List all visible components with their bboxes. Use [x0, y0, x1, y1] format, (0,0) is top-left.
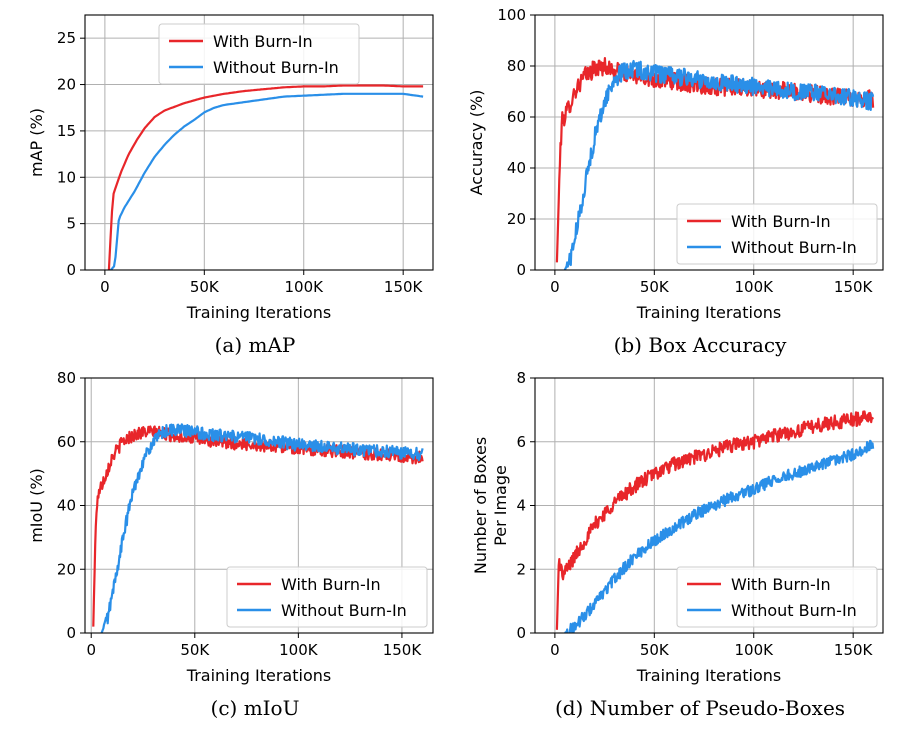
series-line-without-burn-in — [110, 92, 424, 270]
legend: With Burn-In Without Burn-In — [226, 566, 428, 628]
y-tick-label: 40 — [507, 159, 526, 177]
y-tick-label: 0 — [516, 261, 526, 279]
x-tick-label: 50K — [180, 641, 210, 659]
legend-label: With Burn-In — [731, 575, 831, 594]
y-axis-label: Number of BoxesPer Image — [471, 437, 510, 574]
x-tick-label: 0 — [550, 641, 560, 659]
x-tick-label: 150K — [834, 641, 874, 659]
legend: With Burn-In Without Burn-In — [158, 23, 360, 85]
plot-frame — [84, 377, 434, 634]
y-tick-label: 60 — [57, 433, 76, 451]
x-tick-label: 100K — [735, 278, 775, 296]
plot-frame — [534, 377, 884, 634]
x-tick-label: 150K — [384, 278, 424, 296]
y-tick-label: 6 — [516, 433, 526, 451]
x-tick-label: 100K — [735, 641, 775, 659]
y-tick-label: 25 — [57, 29, 76, 47]
y-tick-label: 20 — [57, 76, 76, 94]
chart-caption: (a) mAP — [215, 333, 296, 357]
y-axis-label: mAP (%) — [27, 108, 46, 177]
legend-label: With Burn-In — [213, 32, 313, 51]
x-tick-label: 0 — [100, 278, 110, 296]
plot-frame — [534, 14, 884, 271]
y-tick-label: 4 — [516, 497, 526, 515]
series-line-without-burn-in — [100, 423, 424, 633]
y-tick-label: 80 — [57, 369, 76, 387]
x-tick-label: 100K — [285, 278, 325, 296]
y-tick-label: 8 — [516, 369, 526, 387]
x-tick-label: 0 — [550, 278, 560, 296]
y-axis-label: Accuracy (%) — [467, 90, 486, 196]
x-axis-label: Training Iterations — [186, 666, 331, 685]
x-axis-label: Training Iterations — [186, 303, 331, 322]
y-tick-label: 0 — [66, 624, 76, 642]
chart-caption: (c) mIoU — [211, 696, 300, 720]
x-tick-label: 0 — [86, 641, 96, 659]
y-tick-label: 0 — [66, 261, 76, 279]
y-tick-label: 10 — [57, 168, 76, 186]
x-axis-label: Training Iterations — [636, 303, 781, 322]
series-line-without-burn-in — [563, 59, 875, 270]
legend: With Burn-In Without Burn-In — [676, 566, 878, 628]
legend-box — [676, 203, 878, 265]
legend: With Burn-In Without Burn-In — [676, 203, 878, 265]
legend-box — [676, 566, 878, 628]
y-tick-label: 20 — [507, 210, 526, 228]
y-tick-label: 20 — [57, 560, 76, 578]
chart-panel-d: 0 50K 100K 150K 0 2 4 6 8 With Burn-In Without Bur… — [471, 369, 884, 720]
legend-label: Without Burn-In — [281, 601, 407, 620]
y-tick-label: 15 — [57, 122, 76, 140]
chart-caption: (d) Number of Pseudo-Boxes — [555, 696, 845, 720]
x-tick-label: 150K — [383, 641, 423, 659]
y-axis-label: mIoU (%) — [27, 468, 46, 543]
legend-box — [158, 23, 360, 85]
y-tick-label: 0 — [516, 624, 526, 642]
plot-frame — [84, 14, 434, 271]
legend-label: Without Burn-In — [731, 238, 857, 257]
x-tick-label: 50K — [190, 278, 220, 296]
chart-panel-c: 0 50K 100K 150K 0 20 40 60 80 With Burn-In Without… — [27, 369, 434, 720]
chart-caption: (b) Box Accuracy — [614, 333, 788, 357]
y-tick-label: 2 — [516, 560, 526, 578]
legend-label: With Burn-In — [281, 575, 381, 594]
y-tick-label: 5 — [66, 215, 76, 233]
x-tick-label: 150K — [834, 278, 874, 296]
x-tick-label: 50K — [640, 641, 670, 659]
series-line-without-burn-in — [564, 439, 875, 633]
y-tick-label: 80 — [507, 57, 526, 75]
y-tick-label: 40 — [57, 497, 76, 515]
legend-label: Without Burn-In — [213, 58, 339, 77]
legend-label: Without Burn-In — [731, 601, 857, 620]
chart-panel-a: 0 50K 100K 150K 0 5 10 15 20 25 With Burn-In Withou… — [27, 14, 434, 357]
y-tick-label: 60 — [507, 108, 526, 126]
series-line-with-burn-in — [107, 84, 424, 270]
x-axis-label: Training Iterations — [636, 666, 781, 685]
legend-label: With Burn-In — [731, 212, 831, 231]
x-tick-label: 50K — [640, 278, 670, 296]
series-line-with-burn-in — [92, 425, 424, 627]
x-tick-label: 100K — [279, 641, 319, 659]
y-tick-label: 100 — [497, 6, 526, 24]
legend-box — [226, 566, 428, 628]
series-line-with-burn-in — [555, 410, 875, 630]
